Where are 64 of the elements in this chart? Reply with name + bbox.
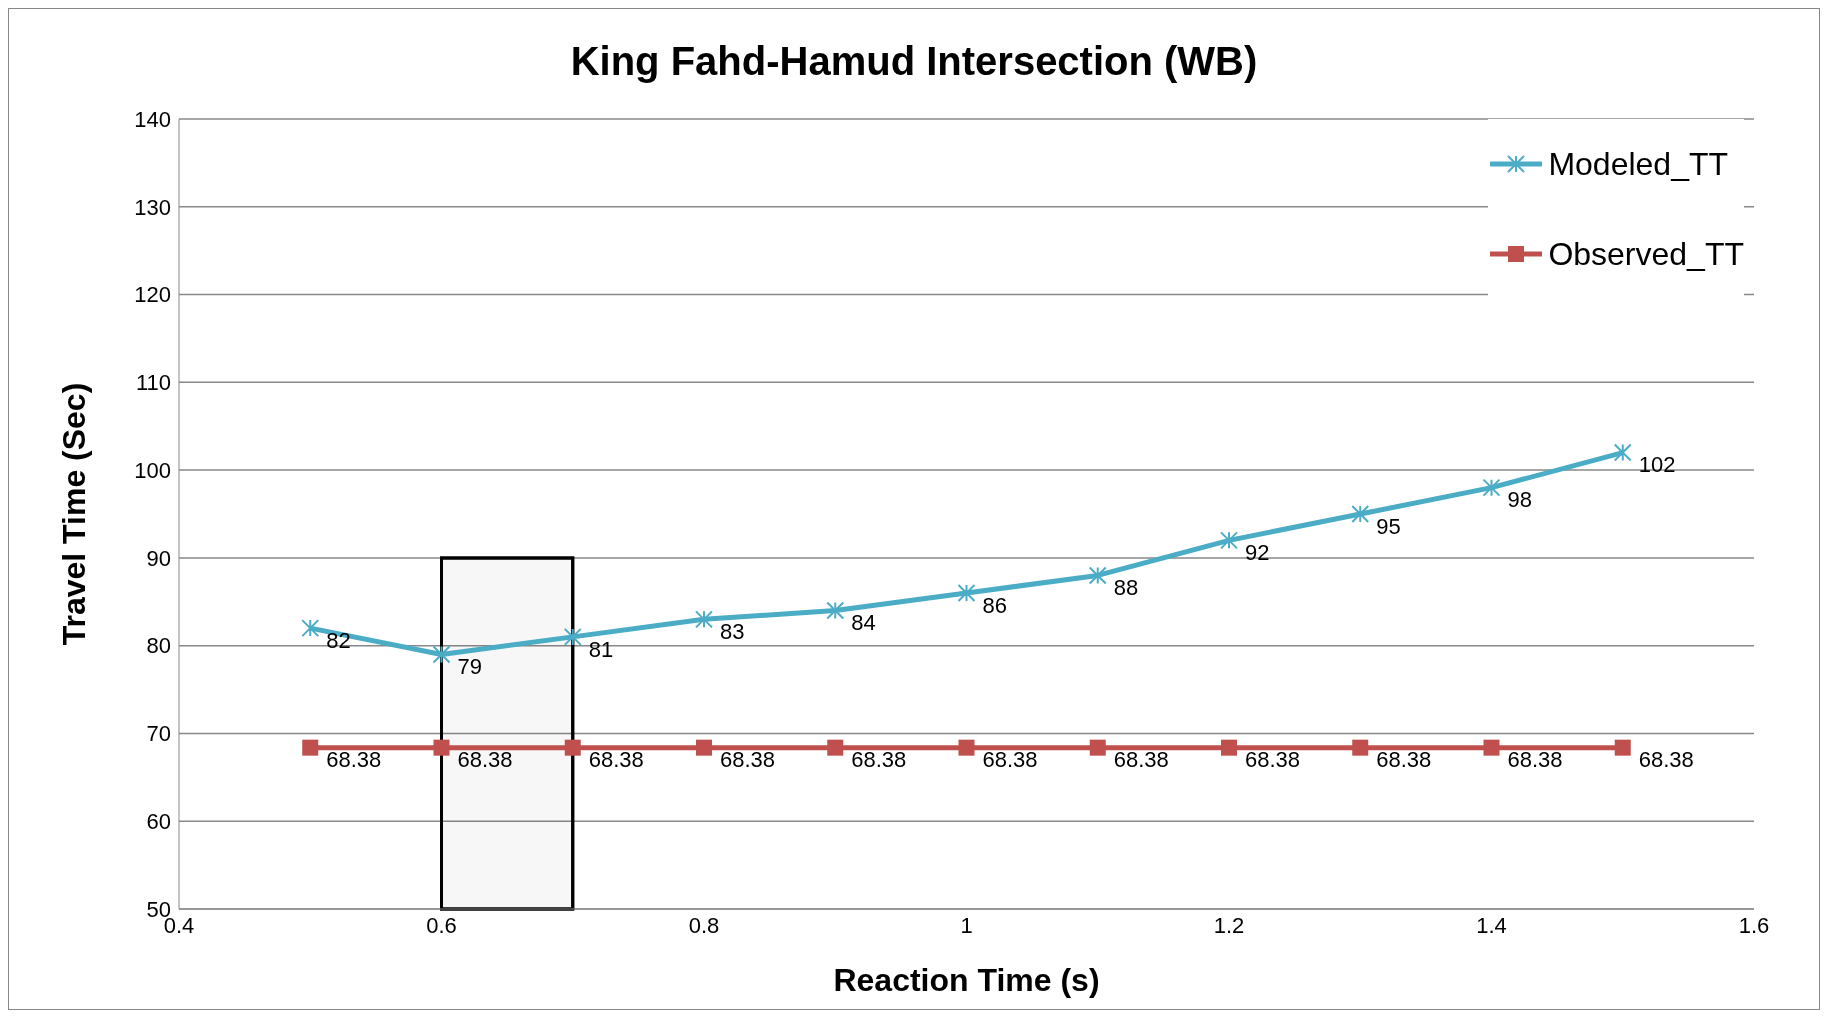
x-tick-label: 0.8 — [688, 912, 720, 938]
data-label: 68.38 — [851, 747, 907, 773]
point — [433, 739, 450, 756]
point — [958, 739, 975, 756]
legend-label: Observed_TT — [1548, 235, 1744, 273]
point — [564, 739, 581, 756]
point — [826, 601, 845, 620]
x-tick-label: 1 — [960, 912, 973, 938]
point — [1614, 739, 1631, 756]
data-label: 68.38 — [982, 747, 1038, 773]
data-label: 83 — [720, 619, 745, 645]
data-label: 86 — [982, 592, 1007, 618]
legend-label: Modeled_TT — [1548, 145, 1729, 183]
point — [1089, 739, 1106, 756]
point — [1613, 443, 1632, 462]
point — [301, 619, 320, 638]
point — [302, 739, 319, 756]
y-tick-label: 60 — [146, 809, 171, 835]
chart-title: King Fahd-Hamud Intersection (WB) — [569, 38, 1259, 85]
point — [1221, 739, 1237, 756]
x-tick-label: 1.2 — [1213, 912, 1245, 938]
data-label: 84 — [851, 610, 876, 636]
x-tick-label: 1.6 — [1738, 912, 1770, 938]
point — [696, 739, 712, 756]
y-tick-label: 70 — [146, 721, 171, 747]
point — [957, 584, 976, 602]
point — [1483, 739, 1500, 756]
data-label: 68.38 — [720, 747, 776, 773]
y-axis-title: Travel Time (Sec) — [56, 382, 93, 646]
data-label: 68.38 — [1245, 747, 1301, 773]
point — [1482, 478, 1501, 497]
data-label: 68.38 — [1113, 747, 1169, 773]
data-label: 68.38 — [1376, 747, 1432, 773]
data-label: 68.38 — [588, 747, 644, 773]
x-axis-title: Reaction Time (s) — [833, 962, 1100, 998]
data-label: 102 — [1638, 452, 1676, 478]
y-tick-label: 110 — [135, 370, 171, 396]
point — [1351, 505, 1370, 523]
x-tick-label: 0.6 — [426, 912, 457, 938]
data-label: 68.38 — [1507, 747, 1563, 773]
y-tick-label: 120 — [134, 282, 171, 308]
data-label: 98 — [1507, 487, 1532, 513]
data-label: 68.38 — [457, 747, 513, 773]
data-label: 92 — [1245, 540, 1270, 566]
x-tick-label: 1.4 — [1476, 912, 1507, 938]
point — [432, 645, 451, 664]
point — [1220, 531, 1238, 550]
data-label: 68.38 — [1638, 747, 1694, 773]
point — [827, 739, 844, 756]
data-label: 95 — [1376, 513, 1401, 539]
data-label: 68.38 — [326, 747, 382, 773]
y-tick-label: 130 — [134, 194, 171, 220]
y-tick-label: 80 — [146, 633, 171, 659]
point — [563, 627, 582, 646]
data-label: 79 — [457, 654, 482, 680]
y-tick-label: 140 — [134, 106, 171, 132]
point — [1352, 739, 1369, 756]
data-label: 88 — [1113, 575, 1139, 601]
data-label: 82 — [326, 627, 351, 653]
point — [695, 610, 713, 629]
data-label: 81 — [588, 636, 614, 662]
point — [1088, 566, 1107, 585]
y-tick-label: 100 — [134, 457, 171, 483]
y-tick-label: 90 — [146, 545, 171, 571]
